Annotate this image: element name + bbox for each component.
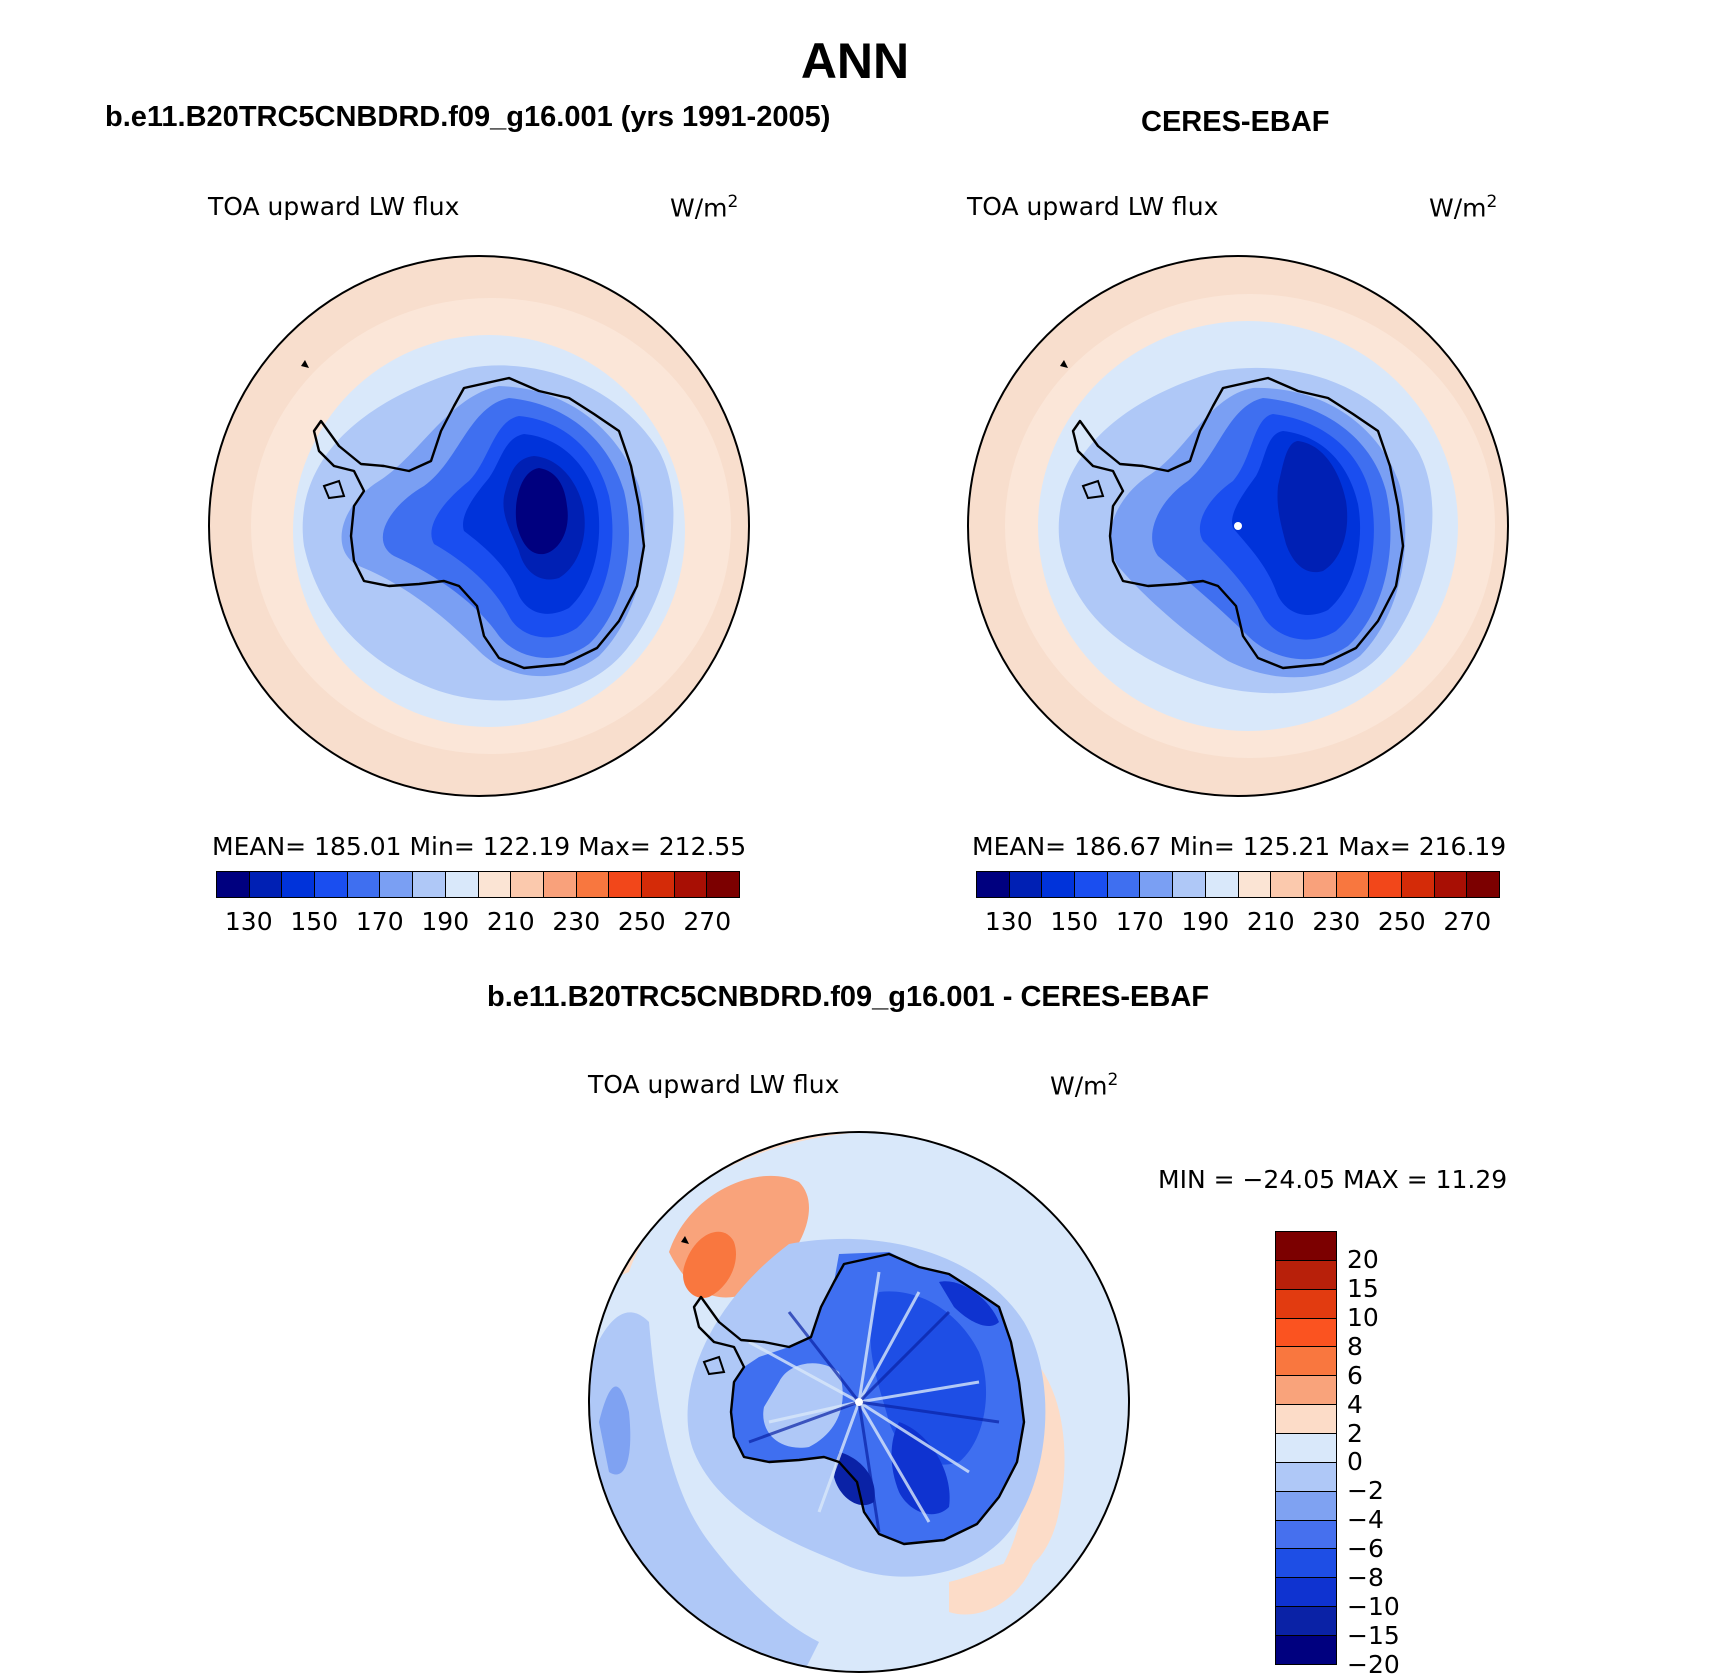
- colorbar-tick-label: 0: [1347, 1447, 1363, 1477]
- colorbar-swatch: [413, 872, 446, 897]
- colorbar-tick-label: 210: [486, 907, 535, 936]
- colorbar-swatch: [1276, 1376, 1336, 1406]
- colorbar-tick-label: 270: [1443, 907, 1492, 936]
- colorbar-swatch: [511, 872, 544, 897]
- obs-polar-map: [967, 255, 1509, 797]
- colorbar-swatch: [1140, 872, 1174, 897]
- colorbar-swatch: [1276, 1491, 1336, 1521]
- colorbar-tick-label: 20: [1347, 1244, 1379, 1274]
- colorbar-tick-label: 15: [1347, 1273, 1379, 1303]
- colorbar-swatch: [1009, 872, 1043, 897]
- colorbar-swatch: [1369, 872, 1402, 897]
- colorbar-swatch: [347, 872, 381, 897]
- main-title: ANN: [800, 33, 910, 89]
- model-units-label: W/m2: [670, 192, 739, 223]
- colorbar-tick-label: 190: [1181, 907, 1230, 936]
- colorbar-tick-label: 130: [224, 907, 273, 936]
- obs-colorbar: [976, 871, 1500, 898]
- colorbar-swatch: [1467, 872, 1499, 897]
- colorbar-tick-label: −4: [1347, 1505, 1384, 1535]
- colorbar-swatch: [445, 872, 479, 897]
- colorbar-tick-label: 250: [617, 907, 666, 936]
- colorbar-swatch: [674, 872, 708, 897]
- colorbar-tick-label: −6: [1347, 1534, 1384, 1564]
- colorbar-swatch: [641, 872, 675, 897]
- colorbar-tick-label: 6: [1347, 1360, 1363, 1390]
- colorbar-tick-label: 2: [1347, 1418, 1363, 1448]
- colorbar-swatch: [1276, 1260, 1336, 1290]
- diff-colorbar: [1275, 1231, 1337, 1665]
- colorbar-swatch: [1276, 1549, 1336, 1579]
- colorbar-swatch: [1173, 872, 1206, 897]
- model-panel-title: b.e11.B20TRC5CNBDRD.f09_g16.001 (yrs 199…: [105, 101, 831, 133]
- colorbar-swatch: [1042, 872, 1076, 897]
- colorbar-swatch: [380, 872, 414, 897]
- colorbar-tick-label: −20: [1347, 1650, 1400, 1679]
- obs-stats: MEAN= 186.67 Min= 125.21 Max= 216.19: [972, 832, 1507, 861]
- colorbar-tick-label: 170: [1115, 907, 1164, 936]
- colorbar-swatch: [478, 872, 512, 897]
- colorbar-swatch: [1271, 872, 1304, 897]
- colorbar-tick-label: 8: [1347, 1331, 1363, 1361]
- colorbar-swatch: [609, 872, 642, 897]
- diff-stats: MIN = −24.05 MAX = 11.29: [1158, 1165, 1508, 1194]
- colorbar-swatch: [1276, 1347, 1336, 1377]
- colorbar-tick-label: −10: [1347, 1592, 1400, 1622]
- colorbar-tick-label: −15: [1347, 1621, 1400, 1651]
- colorbar-swatch: [576, 872, 610, 897]
- colorbar-swatch: [1205, 872, 1239, 897]
- model-stats: MEAN= 185.01 Min= 122.19 Max= 212.55: [212, 832, 747, 861]
- colorbar-swatch: [1075, 872, 1108, 897]
- colorbar-tick-label: 230: [552, 907, 601, 936]
- colorbar-tick-label: 150: [1050, 907, 1099, 936]
- colorbar-swatch: [977, 872, 1010, 897]
- diff-panel-title: b.e11.B20TRC5CNBDRD.f09_g16.001 - CERES-…: [487, 981, 1209, 1013]
- colorbar-swatch: [315, 872, 348, 897]
- colorbar-swatch: [282, 872, 316, 897]
- colorbar-swatch: [249, 872, 283, 897]
- colorbar-swatch: [1434, 872, 1468, 897]
- colorbar-swatch: [543, 872, 577, 897]
- model-colorbar: [216, 871, 740, 898]
- colorbar-swatch: [707, 872, 739, 897]
- colorbar-swatch: [1276, 1520, 1336, 1550]
- colorbar-swatch: [1276, 1607, 1336, 1637]
- diff-variable-label: TOA upward LW flux: [588, 1070, 840, 1099]
- colorbar-swatch: [1276, 1232, 1336, 1261]
- obs-variable-label: TOA upward LW flux: [967, 192, 1219, 221]
- colorbar-tick-label: 130: [984, 907, 1033, 936]
- model-variable-label: TOA upward LW flux: [208, 192, 460, 221]
- diff-units-label: W/m2: [1050, 1070, 1119, 1101]
- colorbar-tick-label: 230: [1312, 907, 1361, 936]
- colorbar-swatch: [1276, 1578, 1336, 1608]
- colorbar-tick-label: 270: [683, 907, 732, 936]
- colorbar-swatch: [1276, 1405, 1336, 1435]
- colorbar-swatch: [1336, 872, 1370, 897]
- colorbar-swatch: [1303, 872, 1337, 897]
- diff-polar-map: [588, 1131, 1130, 1673]
- colorbar-swatch: [1401, 872, 1435, 897]
- colorbar-tick-label: −2: [1347, 1476, 1384, 1506]
- colorbar-swatch: [217, 872, 250, 897]
- colorbar-tick-label: 10: [1347, 1302, 1379, 1332]
- colorbar-swatch: [1276, 1434, 1336, 1463]
- model-polar-map: [208, 255, 750, 797]
- colorbar-tick-label: 250: [1377, 907, 1426, 936]
- colorbar-swatch: [1107, 872, 1141, 897]
- colorbar-tick-label: −8: [1347, 1563, 1384, 1593]
- colorbar-tick-label: 210: [1246, 907, 1295, 936]
- colorbar-tick-label: 190: [421, 907, 470, 936]
- colorbar-swatch: [1276, 1636, 1336, 1664]
- obs-panel-title: CERES-EBAF: [1141, 106, 1330, 138]
- obs-units-label: W/m2: [1429, 192, 1498, 223]
- colorbar-swatch: [1276, 1462, 1336, 1492]
- colorbar-tick-label: 4: [1347, 1389, 1363, 1419]
- colorbar-swatch: [1276, 1289, 1336, 1319]
- colorbar-swatch: [1238, 872, 1272, 897]
- colorbar-tick-label: 170: [355, 907, 404, 936]
- colorbar-swatch: [1276, 1318, 1336, 1348]
- colorbar-tick-label: 150: [290, 907, 339, 936]
